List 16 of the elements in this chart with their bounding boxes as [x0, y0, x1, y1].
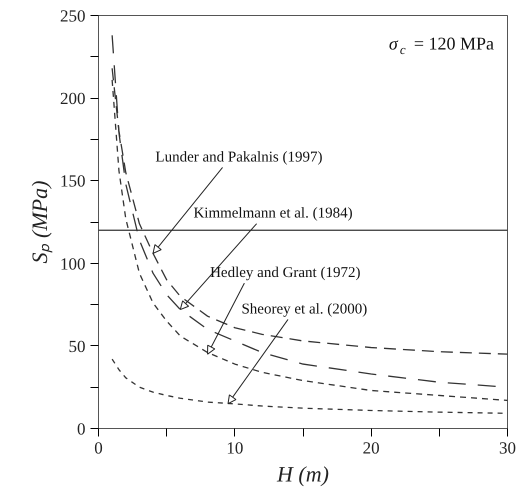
x-axis-title: H (m): [276, 462, 329, 486]
y-tick-label: 250: [60, 6, 86, 26]
annotation: Hedley and Grant (1972): [210, 265, 360, 282]
y-tick-label: 0: [77, 420, 86, 438]
annotation: Lunder and Pakalnis (1997): [155, 150, 322, 166]
x-tick-label: 10: [226, 438, 244, 458]
annotation: Kimmelmann et al. (1984): [193, 206, 353, 222]
y-axis-title: Sₚ (MPa): [27, 180, 53, 264]
y-tick-label: 150: [60, 172, 86, 191]
y-tick-label: 50: [68, 336, 86, 356]
y-tick-label: 100: [60, 254, 86, 274]
y-tick-label: 200: [60, 89, 86, 108]
annotation: Sheorey et al. (2000): [241, 302, 368, 318]
x-tick-label: 0: [94, 438, 103, 458]
x-tick-label: 20: [362, 438, 380, 458]
x-tick-label: 30: [499, 438, 516, 458]
